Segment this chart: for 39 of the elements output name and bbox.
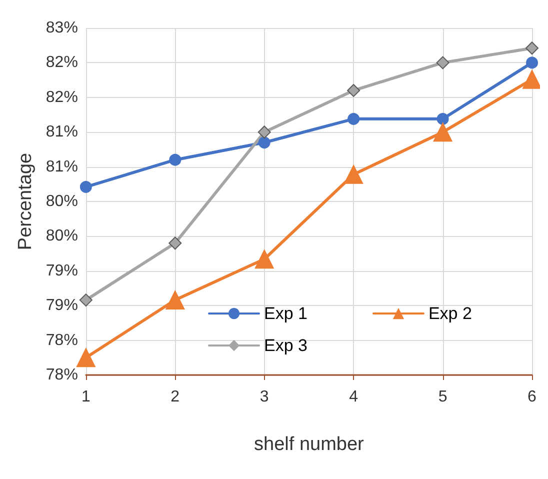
x-tick-label: 6 (528, 388, 537, 406)
y-tick-label: 83% (46, 20, 78, 36)
y-tick-label: 82% (46, 54, 78, 72)
point (258, 126, 271, 139)
point (526, 42, 538, 55)
point (76, 348, 96, 368)
y-tick-label: 78% (46, 366, 78, 384)
y-tick-label: 78% (46, 332, 78, 349)
point (347, 84, 360, 97)
y-tick-label: 79% (46, 297, 78, 314)
y-tick-label: 81% (46, 158, 78, 176)
point (433, 122, 452, 142)
x-tick-label: 5 (438, 388, 448, 406)
legend-label: Exp 2 (428, 304, 472, 323)
x-tick-label: 2 (170, 388, 180, 406)
y-tick-label: 80% (46, 228, 78, 245)
point (526, 56, 538, 69)
point (166, 290, 185, 310)
y-tick-label: 80% (46, 193, 78, 210)
point (168, 236, 182, 250)
point (79, 294, 92, 307)
point (80, 180, 92, 193)
y-tick-label: 79% (46, 262, 78, 280)
y-axis-title: Percentage (15, 152, 36, 250)
point (169, 154, 182, 166)
legend-label: Exp 1 (264, 304, 308, 323)
x-tick-label: 4 (349, 388, 358, 406)
point (344, 164, 364, 184)
x-tick-label: 3 (260, 388, 269, 406)
x-axis-title: shelf number (254, 434, 365, 455)
point (258, 136, 270, 149)
x-tick-label: 1 (81, 388, 90, 406)
point (436, 112, 449, 125)
y-tick-label: 81% (46, 124, 78, 141)
y-tick-label: 82% (46, 88, 78, 106)
point (436, 56, 450, 70)
point (348, 112, 360, 125)
legend-label: Exp 3 (264, 336, 308, 355)
point (254, 250, 274, 269)
